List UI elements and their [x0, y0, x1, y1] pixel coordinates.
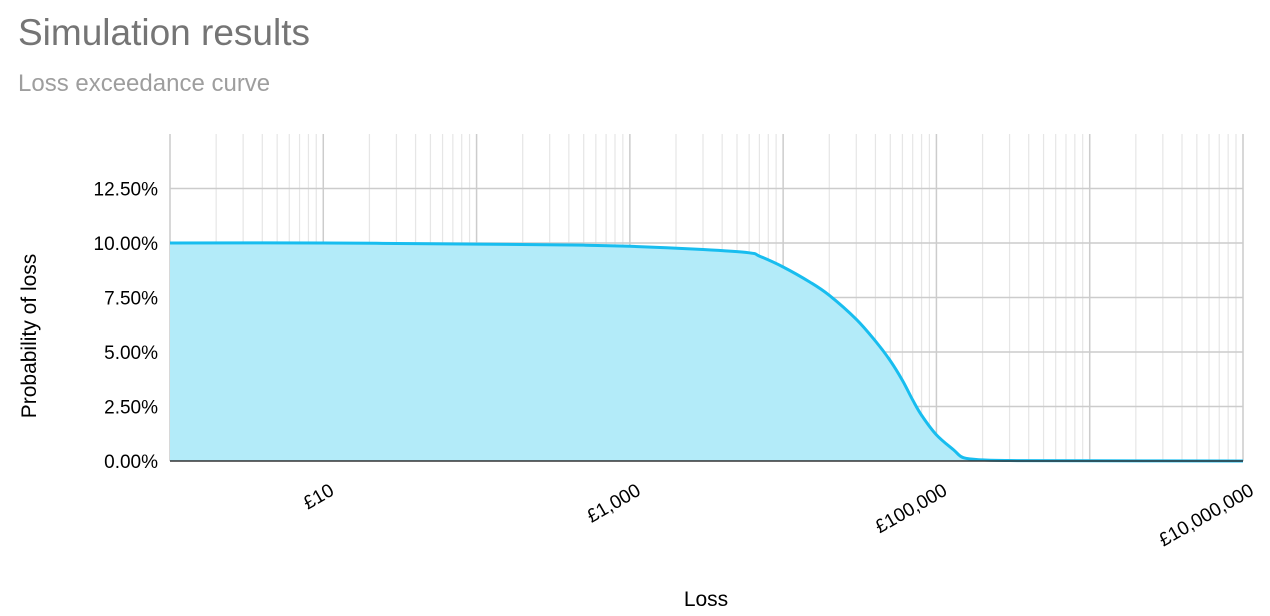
- y-tick-label: 0.00%: [104, 452, 158, 473]
- x-tick-label: £1,000: [584, 480, 645, 527]
- y-tick-label: 2.50%: [104, 398, 158, 419]
- x-tick-label: £10: [300, 480, 338, 514]
- y-tick-label: 7.50%: [104, 289, 158, 310]
- series-line: [169, 241, 1244, 463]
- y-axis-title: Probability of loss: [18, 254, 41, 419]
- chart-title: Simulation results: [18, 12, 311, 53]
- x-tick-label: £100,000: [872, 480, 951, 538]
- series-area: [170, 242, 1243, 461]
- y-tick-labels: 0.00% 2.50% 5.00% 7.50% 10.00% 12.50%: [94, 180, 159, 474]
- x-tick-label: £10,000,000: [1155, 480, 1257, 551]
- y-tick-label: 5.00%: [104, 343, 158, 364]
- chart-subtitle: Loss exceedance curve: [18, 70, 271, 97]
- y-tick-label: 10.00%: [94, 234, 159, 255]
- y-tick-label: 12.50%: [94, 180, 159, 201]
- x-axis-title: Loss: [684, 588, 728, 611]
- x-tick-labels: £10 £1,000 £100,000 £10,000,000: [300, 480, 1258, 551]
